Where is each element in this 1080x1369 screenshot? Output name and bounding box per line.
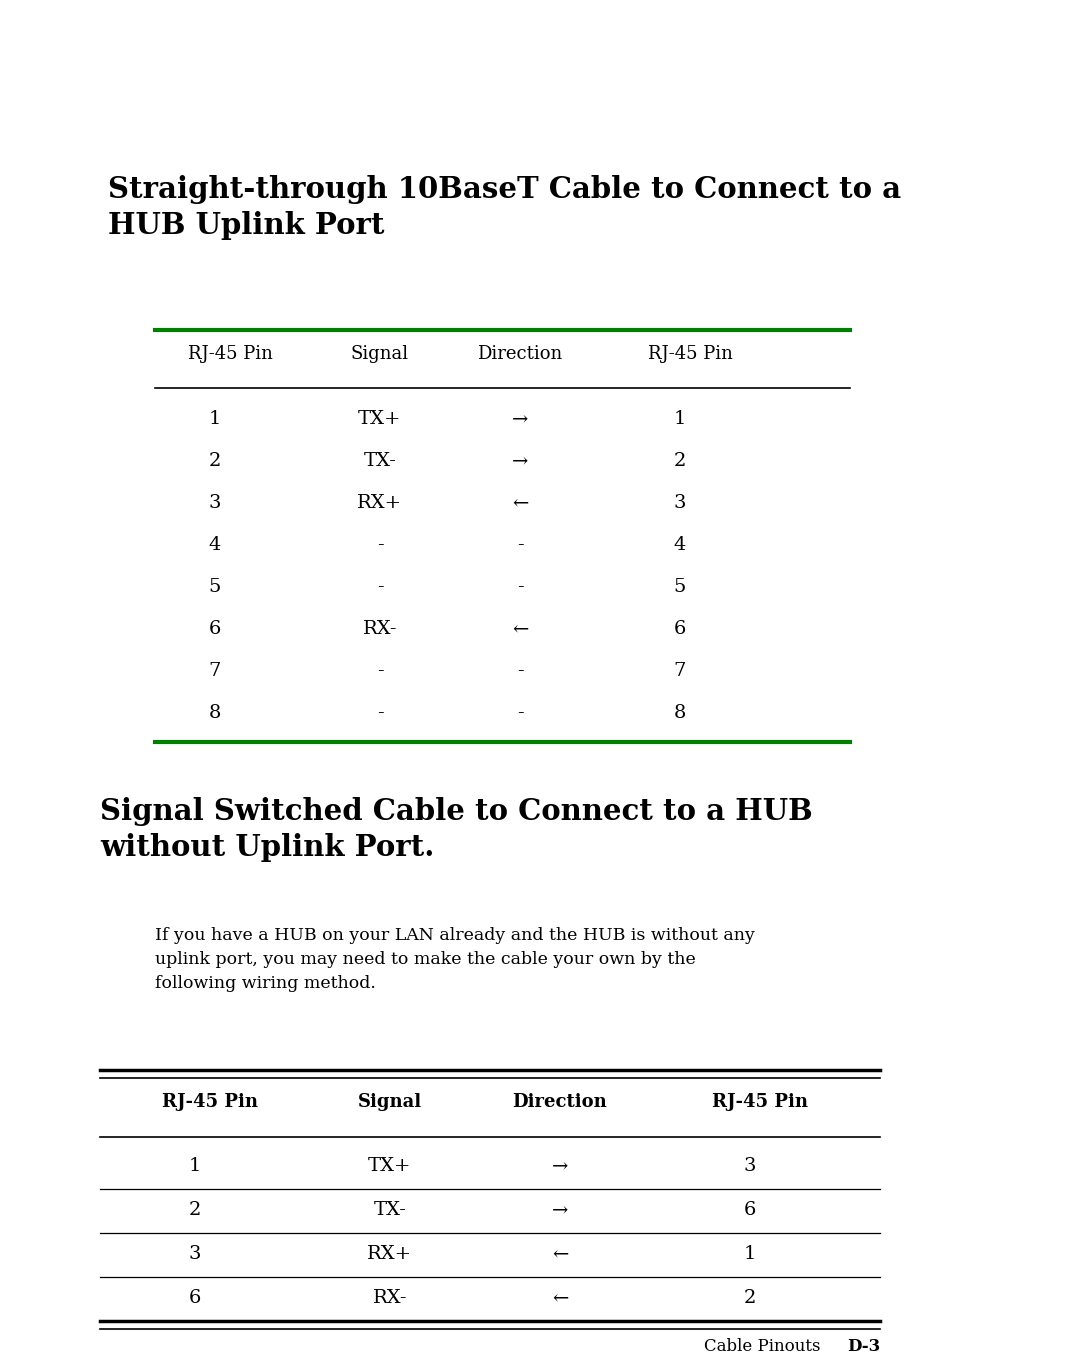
Text: D-3: D-3 [847, 1338, 880, 1355]
Text: TX+: TX+ [359, 409, 402, 428]
Text: 2: 2 [744, 1290, 756, 1307]
Text: If you have a HUB on your LAN already and the HUB is without any
uplink port, yo: If you have a HUB on your LAN already an… [156, 927, 755, 993]
Text: →: → [512, 452, 528, 470]
Text: 5: 5 [674, 578, 686, 596]
Text: →: → [512, 409, 528, 428]
Text: RJ-45 Pin: RJ-45 Pin [648, 345, 732, 363]
Text: 8: 8 [674, 704, 686, 721]
Text: -: - [516, 663, 524, 680]
Text: RJ-45 Pin: RJ-45 Pin [188, 345, 272, 363]
Text: Signal: Signal [357, 1092, 422, 1112]
Text: Straight-through 10BaseT Cable to Connect to a
HUB Uplink Port: Straight-through 10BaseT Cable to Connec… [108, 175, 901, 240]
Text: -: - [377, 704, 383, 721]
Text: 2: 2 [208, 452, 221, 470]
Text: 4: 4 [674, 537, 686, 554]
Text: Cable Pinouts: Cable Pinouts [703, 1338, 820, 1355]
Text: 6: 6 [208, 620, 221, 638]
Text: 6: 6 [674, 620, 686, 638]
Text: Direction: Direction [477, 345, 563, 363]
Text: 8: 8 [208, 704, 221, 721]
Text: 6: 6 [744, 1201, 756, 1218]
Text: -: - [377, 663, 383, 680]
Text: 3: 3 [744, 1157, 756, 1175]
Text: TX-: TX- [374, 1201, 406, 1218]
Text: RX+: RX+ [357, 494, 403, 512]
Text: ←: ← [552, 1290, 568, 1307]
Text: 2: 2 [189, 1201, 201, 1218]
Text: -: - [516, 578, 524, 596]
Text: TX-: TX- [364, 452, 396, 470]
Text: Signal: Signal [351, 345, 409, 363]
Text: RJ-45 Pin: RJ-45 Pin [162, 1092, 258, 1112]
Text: ←: ← [512, 620, 528, 638]
Text: 4: 4 [208, 537, 221, 554]
Text: →: → [552, 1201, 568, 1218]
Text: ←: ← [552, 1244, 568, 1264]
Text: TX+: TX+ [368, 1157, 411, 1175]
Text: RX+: RX+ [367, 1244, 413, 1264]
Text: -: - [377, 537, 383, 554]
Text: Direction: Direction [513, 1092, 607, 1112]
Text: 7: 7 [674, 663, 686, 680]
Text: 3: 3 [189, 1244, 201, 1264]
Text: 3: 3 [674, 494, 686, 512]
Text: RX-: RX- [373, 1290, 407, 1307]
Text: 1: 1 [674, 409, 686, 428]
Text: 3: 3 [208, 494, 221, 512]
Text: 6: 6 [189, 1290, 201, 1307]
Text: 1: 1 [208, 409, 221, 428]
Text: ←: ← [512, 494, 528, 512]
Text: 2: 2 [674, 452, 686, 470]
Text: -: - [516, 704, 524, 721]
Text: 7: 7 [208, 663, 221, 680]
Text: 1: 1 [189, 1157, 201, 1175]
Text: RJ-45 Pin: RJ-45 Pin [712, 1092, 808, 1112]
Text: Signal Switched Cable to Connect to a HUB
without Uplink Port.: Signal Switched Cable to Connect to a HU… [100, 797, 813, 862]
Text: →: → [552, 1157, 568, 1175]
Text: -: - [516, 537, 524, 554]
Text: 5: 5 [208, 578, 221, 596]
Text: RX-: RX- [363, 620, 397, 638]
Text: 1: 1 [744, 1244, 756, 1264]
Text: -: - [377, 578, 383, 596]
